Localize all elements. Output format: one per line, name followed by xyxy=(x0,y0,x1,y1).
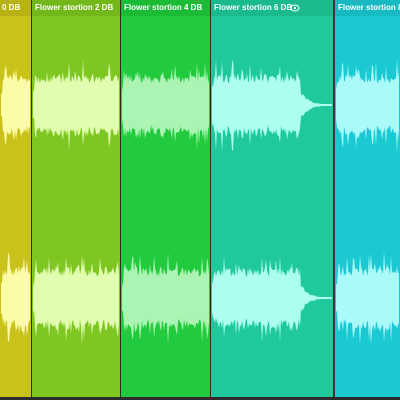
waveform-left xyxy=(122,62,209,150)
icon-dot xyxy=(293,6,297,10)
warp-icon xyxy=(290,4,300,12)
icon-shape xyxy=(290,4,300,12)
clip-title: 0 DB xyxy=(2,3,20,12)
audio-clip[interactable]: Flower stortion 2 DB xyxy=(32,0,121,400)
clip-header xyxy=(121,0,210,16)
waveform-right xyxy=(33,254,119,345)
audio-clip[interactable]: 0 DB xyxy=(0,0,32,400)
clip-title: Flower stortion 8 xyxy=(338,3,400,12)
waveform-right xyxy=(122,252,209,346)
clip-body xyxy=(211,0,333,397)
waveform-left xyxy=(33,59,119,151)
clip-body xyxy=(32,0,120,397)
waveform-left xyxy=(1,64,30,145)
audio-clip[interactable]: Flower stortion 4 DB xyxy=(121,0,211,400)
waveform-right xyxy=(1,251,30,342)
clip-header xyxy=(0,0,31,16)
clip-header xyxy=(32,0,120,16)
clip-body xyxy=(0,0,31,397)
clip-title: Flower stortion 4 DB xyxy=(124,3,202,12)
waveform-right xyxy=(212,256,332,343)
waveform-right xyxy=(336,251,399,345)
clip-header xyxy=(335,0,400,16)
clip-body xyxy=(121,0,210,397)
audio-clip[interactable]: Flower stortion 6 DB xyxy=(211,0,334,400)
clip-body xyxy=(335,0,400,397)
clip-title: Flower stortion 6 DB xyxy=(214,3,292,12)
audio-clip[interactable]: Flower stortion 8 xyxy=(335,0,400,400)
waveform-left xyxy=(336,59,399,153)
waveform-left xyxy=(212,58,332,152)
clip-title: Flower stortion 2 DB xyxy=(35,3,113,12)
track-bottom xyxy=(0,397,400,400)
clip-header xyxy=(211,0,333,16)
